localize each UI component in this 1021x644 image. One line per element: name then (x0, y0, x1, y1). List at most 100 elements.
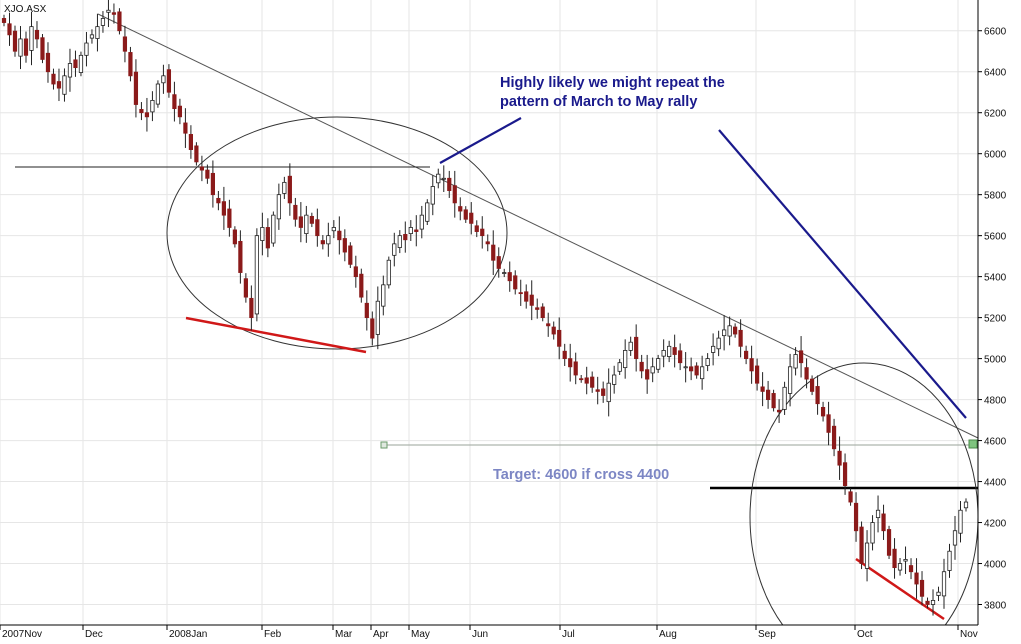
x-tick-label: Sep (758, 629, 776, 640)
candle-down (359, 273, 364, 298)
y-tick-label: 5400 (984, 273, 1007, 284)
candle-down (546, 323, 551, 327)
annotation-pattern-line-1: Highly likely we might repeat the (500, 75, 725, 91)
candle-down (738, 329, 743, 347)
candle-down (584, 377, 589, 384)
candle-down (568, 358, 573, 368)
candle-up (617, 362, 622, 372)
y-axis: 3800 4000 4200 4400 4600 4800 5000 5200 5400 5600… (978, 27, 1007, 612)
candle-up (381, 284, 386, 307)
candle-up (84, 42, 89, 56)
candle-up (441, 177, 446, 180)
candle-down (776, 409, 782, 413)
candle-up (700, 366, 705, 380)
candle-down (755, 365, 760, 384)
candle-up (941, 571, 947, 597)
candle-down (480, 228, 485, 237)
candle-down (298, 216, 303, 228)
candle-up (397, 235, 402, 248)
candle-down (111, 12, 117, 15)
candle-down (117, 11, 122, 32)
candle-down (177, 105, 183, 118)
candle-down (540, 306, 545, 319)
candle-up (936, 591, 941, 596)
candle-up (271, 214, 276, 244)
plot-background (0, 0, 978, 625)
candle-up (106, 9, 111, 13)
blue-pointer-1 (439, 117, 522, 164)
x-tick-label: Aug (659, 629, 677, 640)
x-tick-label: Nov (960, 629, 978, 640)
candle-down (474, 225, 479, 232)
candle-down (320, 240, 325, 245)
candle-down (645, 369, 650, 380)
candle-up (95, 26, 100, 39)
red-support-line-1 (185, 316, 367, 354)
y-tick-label: 6400 (984, 68, 1007, 79)
candle-up (386, 259, 391, 286)
candle-down (513, 275, 518, 290)
candle-up (419, 214, 424, 230)
candle-up (952, 530, 958, 546)
candle-up (67, 63, 73, 78)
candle-down (188, 134, 194, 150)
candle-up (711, 345, 716, 353)
candle-down (238, 240, 243, 273)
candle-up (782, 386, 787, 410)
candle-down (342, 238, 347, 253)
candle-down (122, 36, 128, 52)
candle-up (18, 38, 23, 57)
y-tick-label: 5600 (984, 232, 1007, 243)
candle-down (232, 229, 237, 245)
candle-down (562, 350, 567, 360)
candle-down (491, 244, 496, 261)
candle-down (634, 336, 639, 360)
candle-down (172, 94, 177, 110)
candle-down (733, 326, 738, 335)
x-axis: 2007Nov Dec 2008Jan Feb Mar Apr May Jun Jul Aug Se… (0, 625, 978, 640)
candles (1, 0, 969, 616)
candle-down (315, 219, 320, 237)
candle-down (831, 425, 837, 450)
candle-down (199, 166, 205, 171)
candle-down (919, 579, 925, 597)
candle-down (749, 358, 754, 372)
candle-down (216, 197, 221, 204)
candle-down (678, 350, 683, 364)
candle-up (628, 341, 633, 351)
candle-down (348, 245, 353, 265)
candle-down (210, 172, 215, 196)
candle-down (914, 572, 919, 585)
candle-up (667, 345, 672, 357)
candle-up (963, 501, 969, 509)
candle-up (100, 18, 106, 26)
candle-up (62, 75, 67, 95)
candle-down (837, 450, 842, 466)
y-tick-label: 6600 (984, 27, 1007, 38)
candle-down (7, 23, 12, 36)
candle-up (606, 382, 611, 403)
candle-up (78, 54, 84, 73)
candle-up (89, 34, 95, 39)
candle-up (276, 194, 281, 220)
candle-up (430, 186, 435, 205)
candle-down (73, 59, 78, 69)
y-tick-label: 5200 (984, 314, 1007, 325)
candle-down (243, 278, 248, 298)
candle-up (331, 227, 336, 232)
candle-up (502, 272, 507, 274)
candle-up (254, 235, 259, 315)
candle-up (155, 83, 161, 105)
y-tick-label: 6200 (984, 109, 1007, 120)
candle-up (282, 181, 287, 194)
candle-down (771, 393, 776, 409)
candle-up (260, 227, 265, 241)
pattern-ellipse (166, 116, 508, 350)
x-tick-label: Jun (472, 629, 488, 640)
candle-down (639, 361, 644, 372)
x-tick-label: Dec (85, 629, 103, 640)
candle-down (309, 215, 314, 224)
candle-up (408, 227, 413, 235)
candle-up (436, 173, 441, 184)
candle-down (364, 302, 369, 319)
